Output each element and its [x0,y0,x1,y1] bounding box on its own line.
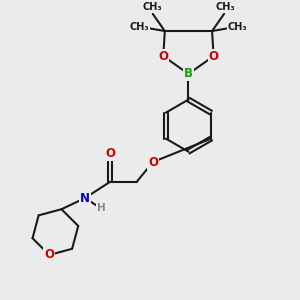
Text: CH₃: CH₃ [228,22,247,32]
Text: O: O [105,147,115,160]
Text: CH₃: CH₃ [215,2,235,12]
Text: O: O [44,248,54,261]
Text: O: O [208,50,219,63]
Text: B: B [184,68,193,80]
Text: O: O [148,155,158,169]
Text: O: O [158,50,168,63]
Text: H: H [97,203,106,213]
Text: N: N [80,192,90,205]
Text: CH₃: CH₃ [142,2,162,12]
Text: CH₃: CH₃ [130,22,149,32]
